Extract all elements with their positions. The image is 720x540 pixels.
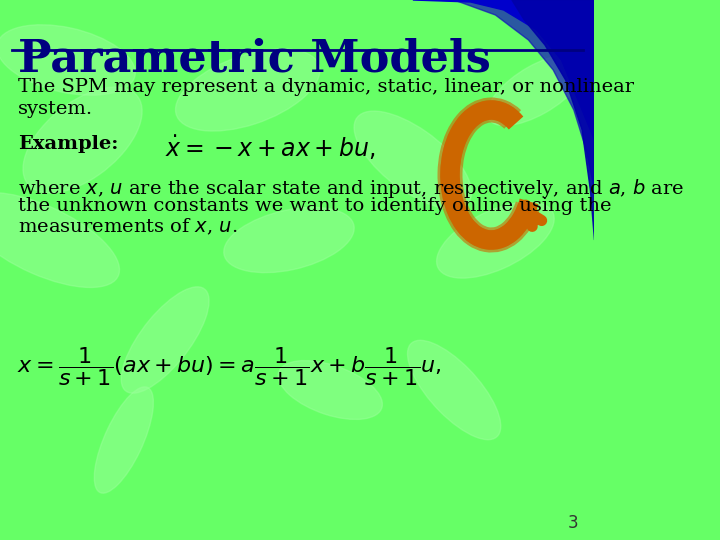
Ellipse shape bbox=[354, 111, 472, 209]
Polygon shape bbox=[512, 0, 595, 240]
Text: 3: 3 bbox=[567, 514, 578, 532]
Ellipse shape bbox=[224, 207, 354, 273]
Text: Parametric Models: Parametric Models bbox=[18, 38, 491, 81]
Text: $x = \dfrac{1}{s+1}(ax + bu) = a\dfrac{1}{s+1}x + b\dfrac{1}{s+1}u,$: $x = \dfrac{1}{s+1}(ax + bu) = a\dfrac{1… bbox=[17, 345, 441, 388]
Ellipse shape bbox=[278, 361, 382, 420]
Ellipse shape bbox=[121, 287, 209, 393]
Ellipse shape bbox=[176, 49, 320, 131]
Ellipse shape bbox=[23, 87, 142, 193]
Text: Example:: Example: bbox=[18, 135, 119, 153]
Text: system.: system. bbox=[18, 100, 94, 118]
Ellipse shape bbox=[436, 202, 554, 278]
Text: the unknown constants we want to identify online using the: the unknown constants we want to identif… bbox=[18, 197, 612, 215]
Text: The SPM may represent a dynamic, static, linear, or nonlinear: The SPM may represent a dynamic, static,… bbox=[18, 78, 634, 96]
Text: $\dot{x} = -x + ax + bu,$: $\dot{x} = -x + ax + bu,$ bbox=[165, 133, 375, 162]
Text: where $x$, $u$ are the scalar state and input, respectively, and $a$, $b$ are: where $x$, $u$ are the scalar state and … bbox=[18, 177, 685, 200]
Ellipse shape bbox=[408, 340, 500, 440]
Polygon shape bbox=[413, 0, 595, 140]
Ellipse shape bbox=[487, 55, 586, 126]
Ellipse shape bbox=[0, 193, 120, 287]
Ellipse shape bbox=[94, 387, 153, 493]
Ellipse shape bbox=[0, 25, 135, 95]
Text: measurements of $x$, $u$.: measurements of $x$, $u$. bbox=[18, 217, 238, 237]
Polygon shape bbox=[454, 0, 595, 190]
